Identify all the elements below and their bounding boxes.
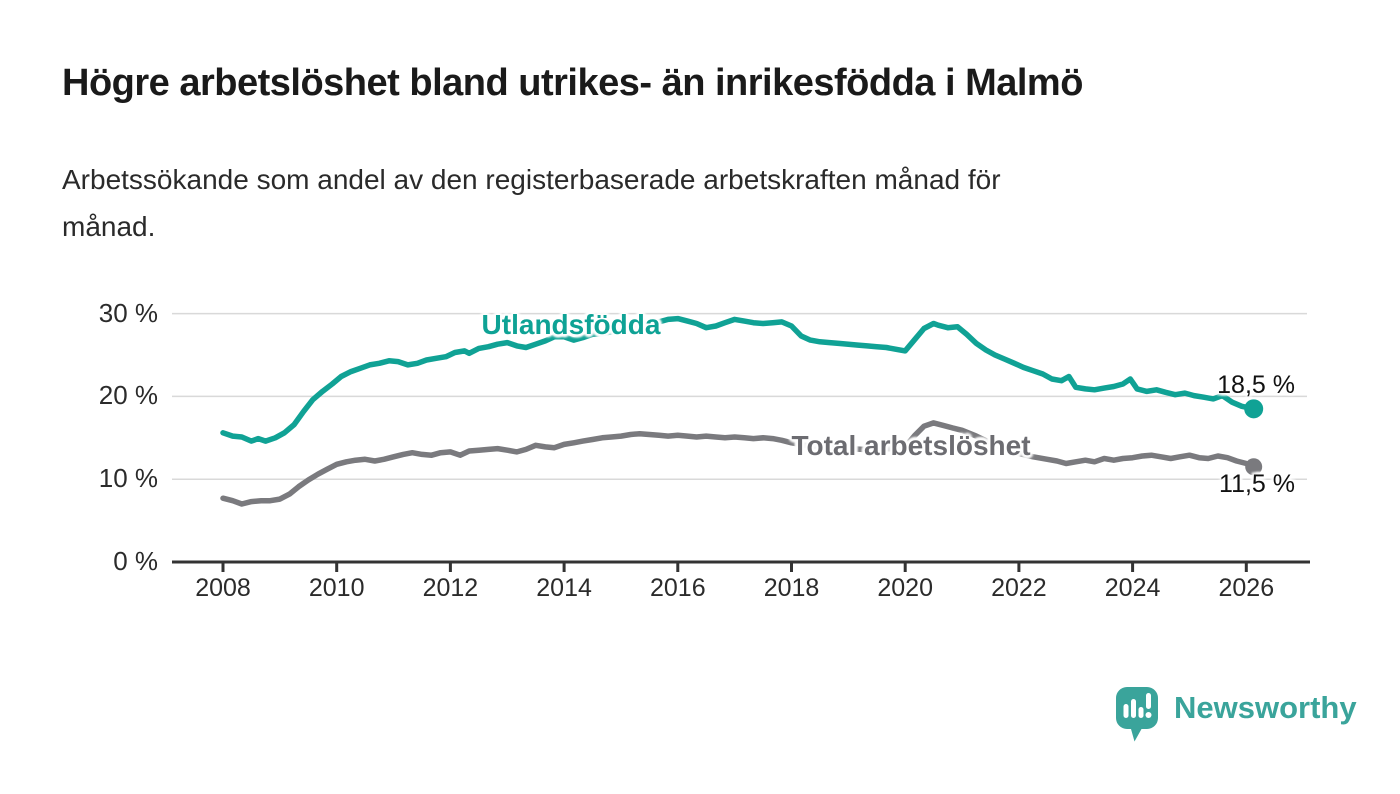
newsworthy-logo-text: Newsworthy [1174, 690, 1357, 725]
newsworthy-logo: Newsworthy [1115, 686, 1357, 746]
y-tick-label: 20 % [98, 380, 158, 411]
subtitle-line-1: Arbetssökande som andel av den registerb… [62, 164, 1001, 195]
newsworthy-logo-icon [1116, 687, 1158, 742]
utlandsfodda-line [220, 315, 1257, 444]
page-title: Högre arbetslöshet bland utrikes- än inr… [62, 62, 1083, 104]
series-label-utlandsfodda: Utlandsfödda [481, 309, 661, 340]
x-tick-label: 2012 [422, 574, 479, 602]
y-tick-label: 30 % [98, 297, 158, 328]
x-tick-label: 2020 [877, 574, 933, 602]
chart-subtitle: Arbetssökande som andel av den registerb… [62, 156, 1302, 250]
total-end-dot [1245, 458, 1263, 476]
end-value-label-total: 11,5 % [1219, 470, 1295, 498]
x-tick-label: 2014 [536, 574, 592, 602]
x-tick-label: 2022 [991, 574, 1047, 602]
end-value-label-utlandsfodda: 18,5 % [1217, 371, 1295, 399]
total-arbetsloshet-line [220, 420, 1257, 507]
logo-bar-chart-glyph [1123, 693, 1152, 718]
x-tick-label: 2008 [195, 574, 251, 602]
series-label-total-arbetsloshet: Total arbetslöshet [791, 430, 1031, 461]
subtitle-line-2: månad. [62, 211, 156, 242]
y-tick-label: 0 % [113, 546, 158, 576]
y-tick-label: 10 % [98, 463, 158, 494]
x-tick-label: 2018 [763, 574, 820, 602]
x-tick-label: 2026 [1218, 574, 1275, 602]
x-tick-label: 2010 [308, 574, 365, 602]
x-tick-label: 2024 [1104, 574, 1161, 602]
x-tick-label: 2016 [649, 574, 706, 602]
utlandsfodda-end-dot [1244, 399, 1264, 419]
